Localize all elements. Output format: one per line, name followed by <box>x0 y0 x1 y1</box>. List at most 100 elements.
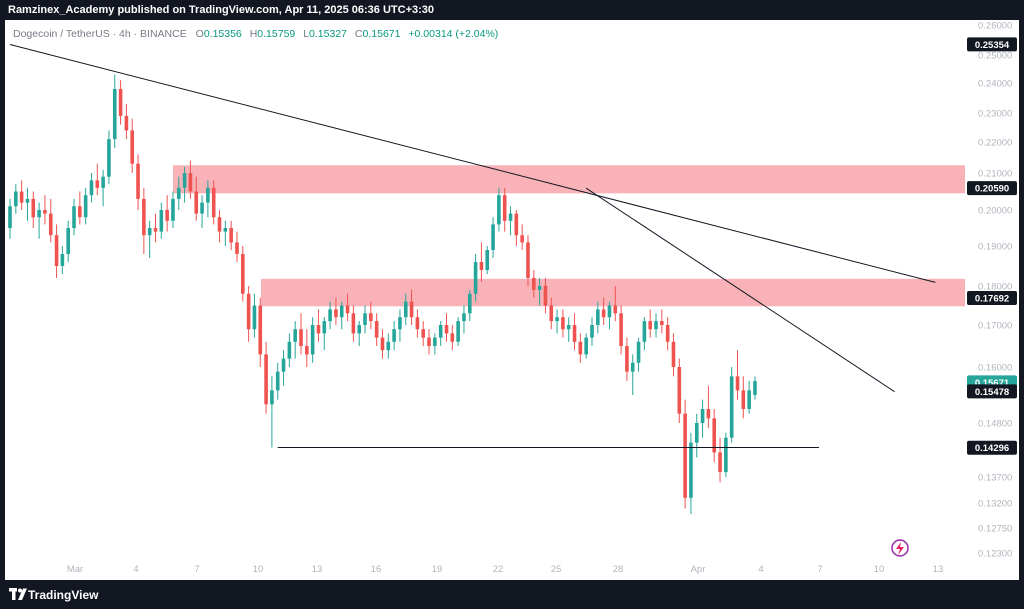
time-tick-label: 25 <box>551 564 562 575</box>
candle <box>578 333 583 363</box>
candle <box>549 297 554 330</box>
candle <box>118 80 123 125</box>
price-label: 0.15478 <box>967 384 1017 399</box>
price-label: 0.17692 <box>967 291 1017 306</box>
price-label: 0.20590 <box>967 181 1017 196</box>
svg-text:0.25354: 0.25354 <box>975 40 1010 51</box>
price-tick-label: 0.20000 <box>978 206 1012 217</box>
time-tick-label: 19 <box>432 564 443 575</box>
time-axis[interactable]: Mar 4 7 10 13 16 19 22 25 28 Apr 4 7 10 13 <box>67 564 943 575</box>
candle <box>403 293 408 325</box>
candle <box>310 317 315 363</box>
time-tick-label: Mar <box>67 564 83 575</box>
price-axis[interactable]: 0.26000 0.25000 0.24000 0.23000 0.22000 0.210… <box>978 21 1012 560</box>
candle <box>392 321 396 351</box>
resistance-zone <box>173 165 965 194</box>
candle <box>229 220 233 250</box>
candle <box>497 187 501 232</box>
time-tick-label: 4 <box>758 564 763 575</box>
candle <box>665 317 670 351</box>
candle <box>677 358 682 423</box>
time-tick-label: 7 <box>817 564 822 575</box>
candle <box>66 220 70 262</box>
candle <box>590 317 594 346</box>
candle <box>95 163 100 196</box>
candle <box>700 399 705 438</box>
candle <box>78 191 82 225</box>
candle <box>316 309 321 342</box>
candle <box>555 309 559 334</box>
price-tick-label: 0.18000 <box>978 282 1012 293</box>
candle <box>479 242 484 282</box>
publisher-bar: Ramzinex_Academy published on TradingVie… <box>0 0 1024 20</box>
candle <box>345 293 350 322</box>
candle <box>264 341 268 414</box>
candles <box>8 74 757 515</box>
candle <box>339 301 344 330</box>
candle <box>217 210 222 243</box>
resistance-zones <box>173 165 965 307</box>
trendlines <box>9 44 936 449</box>
candle <box>293 321 297 359</box>
candle <box>607 301 612 330</box>
price-tick-label: 0.26000 <box>978 21 1012 32</box>
price-tick-label: 0.25000 <box>978 51 1012 62</box>
candle <box>502 187 507 232</box>
candle <box>438 321 443 346</box>
price-label: 0.25354 <box>967 37 1017 52</box>
time-tick-label: 28 <box>613 564 624 575</box>
candle <box>83 187 88 225</box>
candle <box>415 309 420 338</box>
price-tick-label: 0.22000 <box>978 138 1012 149</box>
candle <box>246 286 251 342</box>
candle <box>543 278 548 314</box>
candle <box>322 317 327 351</box>
price-tick-label: 0.19000 <box>978 242 1012 253</box>
candle <box>648 309 652 338</box>
candle <box>485 246 490 274</box>
svg-text:0.17692: 0.17692 <box>975 294 1009 305</box>
candle <box>712 409 717 463</box>
price-tick-label: 0.23000 <box>978 109 1012 120</box>
candle <box>694 413 699 458</box>
price-tick-label: 0.13700 <box>978 473 1012 484</box>
candle <box>532 270 536 298</box>
candle <box>625 337 629 381</box>
trendline <box>585 187 895 393</box>
candle <box>601 297 606 325</box>
candle <box>491 217 495 258</box>
candle <box>729 367 734 443</box>
candle <box>334 297 338 325</box>
candle <box>287 333 292 367</box>
candle <box>741 376 746 419</box>
candle <box>159 202 164 239</box>
candle <box>89 173 94 203</box>
candle <box>520 224 524 250</box>
candle <box>258 297 263 367</box>
candle <box>630 354 635 395</box>
candle <box>281 350 286 386</box>
candle <box>112 74 117 149</box>
candle <box>43 195 47 225</box>
candle <box>31 191 36 228</box>
candle <box>130 118 135 173</box>
candle <box>270 376 274 448</box>
time-tick-label: Apr <box>691 564 706 575</box>
candle <box>526 235 530 286</box>
candle <box>235 231 239 262</box>
candle <box>8 198 12 239</box>
lightning-icon[interactable] <box>891 539 909 557</box>
candle <box>101 169 105 207</box>
candle <box>706 385 711 428</box>
time-tick-label: 7 <box>194 564 199 575</box>
price-chart[interactable]: Dogecoin / TetherUS · 4h · BINANCE O0.15… <box>5 20 1019 580</box>
candle <box>386 333 391 359</box>
price-tick-label: 0.13200 <box>978 499 1012 510</box>
brand-name: TradingView <box>28 588 99 602</box>
candle <box>357 321 361 346</box>
resistance-zone <box>261 278 965 307</box>
candle <box>613 286 618 322</box>
candle <box>14 184 18 214</box>
candle <box>194 176 199 221</box>
time-tick-label: 13 <box>312 564 323 575</box>
